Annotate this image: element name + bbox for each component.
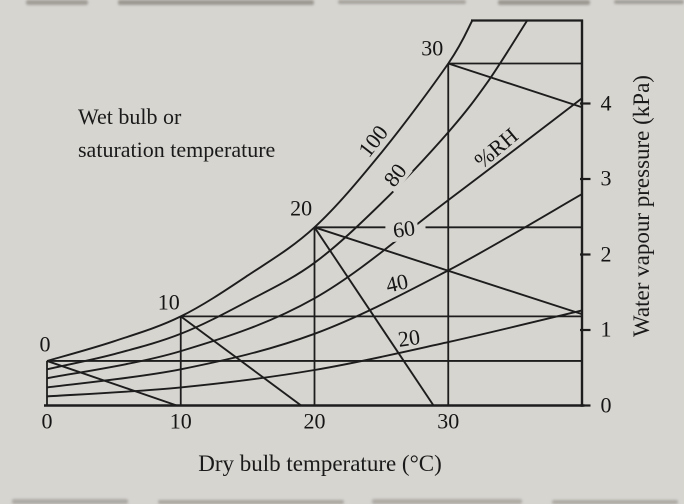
x-axis-title: Dry bulb temperature (°C) (198, 451, 442, 476)
wetbulb-label-30: 30 (421, 35, 444, 61)
wet-bulb-line-10 (180, 315, 302, 407)
x-tick-label-20: 20 (303, 408, 326, 434)
rh-label-60: 60 (388, 215, 420, 243)
rh-curve-60 (46, 97, 583, 380)
wetbulb-label-20: 20 (290, 195, 313, 221)
y-axis-title: Water vapour pressure (kPa) (629, 75, 654, 337)
y-tick-label-0: 0 (600, 391, 612, 417)
wet-bulb-annotation-line1: Wet bulb or (78, 104, 182, 129)
x-tick-label-10: 10 (169, 408, 192, 434)
rh-label-20: 20 (396, 323, 423, 352)
y-tick-label-3: 3 (600, 165, 612, 191)
rh-curve-80 (46, 19, 528, 371)
y-tick-label-1: 1 (600, 316, 612, 342)
y-tick-label-4: 4 (600, 89, 612, 115)
wet-bulb-annotation: Wet bulb or saturation temperature (78, 100, 275, 166)
rh-curve-100 (46, 20, 474, 362)
x-tick-label-30: 30 (437, 408, 460, 434)
wet-bulb-annotation-line2: saturation temperature (78, 137, 276, 162)
wetbulb-label-10: 10 (157, 289, 180, 315)
rh-curve-40 (46, 193, 583, 389)
wetbulb-label-0: 0 (39, 331, 51, 357)
wet-bulb-line-20 (313, 226, 435, 407)
construction-line-0 (314, 226, 583, 316)
x-tick-label-0: 0 (41, 408, 53, 434)
wet-bulb-line-30 (447, 62, 583, 109)
wet-bulb-line-0 (46, 360, 178, 407)
y-tick-label-2: 2 (600, 240, 612, 266)
